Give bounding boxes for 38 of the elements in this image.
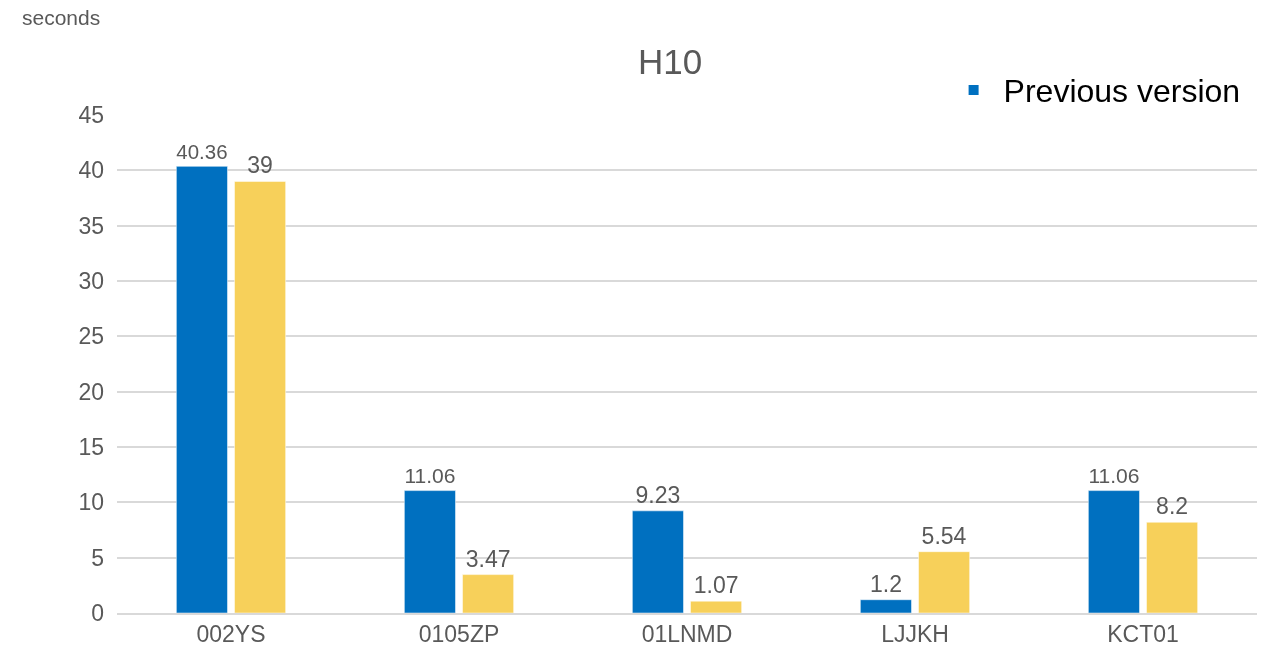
text: seconds	[22, 6, 101, 29]
chart-title: H10	[637, 42, 703, 82]
y-tick-label: 25	[78, 323, 104, 350]
bar	[860, 599, 912, 613]
data-label: 9.23	[635, 481, 681, 508]
data-label: 8.2	[1156, 493, 1189, 520]
x-tick-label: KCT01	[1107, 621, 1179, 648]
data-label: 1.07	[693, 572, 739, 599]
y-tick-label: 0	[91, 600, 104, 627]
data-label: 11.06	[404, 464, 456, 488]
y-tick-label: 35	[78, 212, 104, 239]
x-tick-label: 01LNMD	[641, 621, 733, 648]
bar	[404, 490, 456, 613]
data-label: 11.06	[1088, 464, 1140, 488]
bar	[918, 551, 970, 613]
y-tick-label: 40	[78, 157, 104, 184]
data-label: 39	[247, 152, 273, 179]
y-tick-label: 10	[78, 489, 104, 516]
y-tick-label: 5	[91, 544, 104, 571]
bar	[462, 574, 514, 613]
legend-label: Previous version	[1003, 73, 1241, 110]
y-tick-label: 15	[78, 434, 104, 461]
bar	[632, 510, 684, 613]
bar	[1146, 522, 1198, 613]
x-tick-label: 002YS	[196, 621, 266, 648]
data-label: 5.54	[921, 522, 967, 549]
y-tick-label: 30	[78, 268, 104, 295]
x-tick-label: LJJKH	[881, 621, 949, 648]
y-tick-label: 20	[78, 378, 104, 405]
data-label: 1.2	[869, 570, 902, 597]
bar	[234, 181, 286, 613]
x-tick-label: 0105ZP	[418, 621, 500, 648]
data-label: 3.47	[465, 545, 511, 572]
y-tick-label: 45	[78, 102, 104, 129]
bar	[176, 166, 228, 613]
data-label: 40.36	[176, 139, 228, 163]
bar	[1088, 490, 1140, 613]
bar	[690, 600, 742, 613]
